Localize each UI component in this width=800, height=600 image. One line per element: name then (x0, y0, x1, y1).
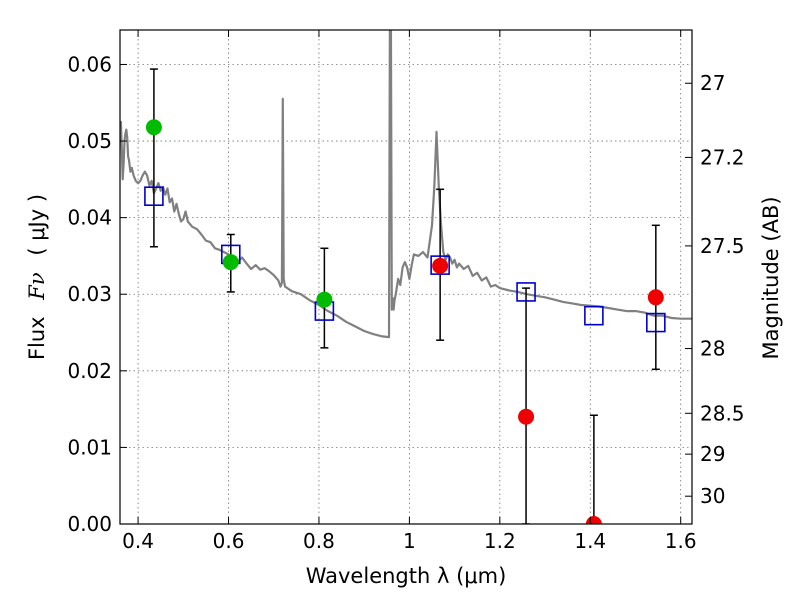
x-tick-label: 0.4 (122, 529, 154, 553)
x-tick-label: 1.4 (574, 529, 606, 553)
sed-template-line (120, 30, 692, 339)
nir-point (432, 257, 449, 274)
mag-tick-label: 28.5 (700, 401, 745, 425)
axis-ticks: 0.4 0.6 0.8 1 1.2 1.4 1.6 0.00 0.01 0.02 0.03 0.04 0… (67, 30, 745, 553)
x-axis-label: Wavelength λ (μm) (306, 564, 507, 588)
grid-lines (120, 30, 692, 525)
mag-tick-label: 28 (700, 337, 725, 361)
y-axis-label-symbol: Fν (25, 272, 49, 301)
y-tick-label: 0.01 (67, 435, 112, 459)
detected-point (222, 254, 239, 271)
y-tick-label: 0.04 (67, 206, 112, 230)
mag-tick-label: 27.2 (700, 145, 745, 169)
mag-tick-label: 27.5 (700, 234, 745, 258)
plot-area (120, 30, 692, 524)
model-square (516, 282, 536, 302)
x-tick-label: 0.6 (213, 529, 245, 553)
nir-point (518, 408, 535, 425)
y-axis-label: Flux Fν ( μJy ) (25, 194, 49, 360)
detected-point (316, 291, 333, 308)
model-square (144, 186, 164, 206)
plot-content (120, 30, 692, 524)
model-square (646, 312, 666, 333)
x-tick-label: 0.8 (303, 529, 335, 553)
mag-tick-label: 29 (700, 442, 725, 466)
y-axis-label-units: ( μJy ) (25, 194, 49, 256)
y-tick-label: 0.03 (67, 282, 112, 306)
x-tick-label: 1 (403, 529, 416, 553)
y2-axis-label: Magnitude (AB) (759, 196, 783, 359)
mag-tick-label: 30 (700, 484, 725, 508)
y-axis-label-prefix: Flux (25, 316, 49, 360)
nir-point (647, 289, 664, 306)
x-tick-label: 1.2 (484, 529, 516, 553)
mag-tick-label: 27 (700, 71, 725, 95)
y-tick-label: 0.00 (67, 512, 112, 536)
model-square (430, 255, 450, 275)
y-tick-label: 0.05 (67, 129, 112, 153)
plot-frame (119, 29, 693, 525)
model-square (584, 305, 604, 326)
y-tick-label: 0.06 (67, 52, 112, 76)
x-tick-label: 1.6 (665, 529, 697, 553)
detected-point (145, 119, 162, 136)
y-tick-label: 0.02 (67, 359, 112, 383)
